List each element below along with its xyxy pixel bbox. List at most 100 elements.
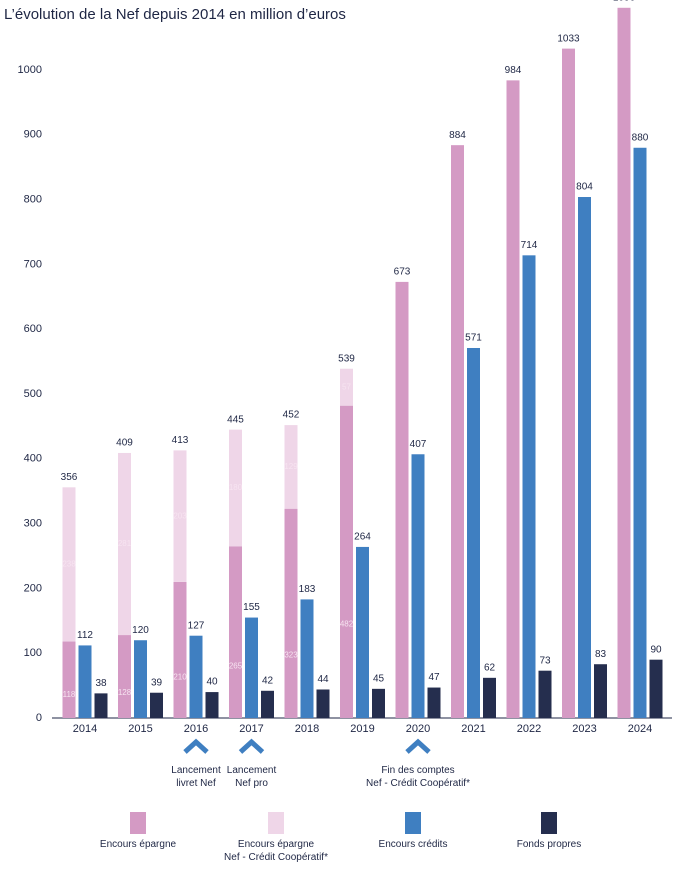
annotation: Fin des comptes Nef - Crédit Coopératif* <box>366 765 470 789</box>
chart-title: L’évolution de la Nef depuis 2014 en mil… <box>4 6 346 23</box>
bar <box>467 347 480 718</box>
value-label: 804 <box>576 182 593 193</box>
value-label: 1096 <box>613 0 636 3</box>
segment-label: 210 <box>173 672 187 681</box>
legend-swatch <box>268 812 284 834</box>
bar <box>451 145 464 719</box>
value-label: 155 <box>243 602 260 613</box>
bar <box>411 454 425 718</box>
bar <box>118 452 131 636</box>
x-tick-label: 2024 <box>628 723 652 735</box>
bar <box>118 635 131 718</box>
segment-label: 238 <box>62 560 76 569</box>
x-tick-label: 2016 <box>184 723 208 735</box>
segment-label: 180 <box>229 483 243 492</box>
x-tick-label: 2020 <box>406 723 430 735</box>
bar <box>356 546 369 718</box>
value-label: 38 <box>95 678 107 689</box>
x-tick-label: 2017 <box>239 723 263 735</box>
legend-label: Encours épargne <box>99 839 177 850</box>
legend-label: Encours épargne Nef - Crédit Coopératif* <box>224 839 328 863</box>
bar <box>245 617 258 718</box>
x-tick-label: 2021 <box>461 723 485 735</box>
segment-label: 323 <box>284 650 298 659</box>
bar <box>150 692 163 718</box>
y-tick-label: 1000 <box>18 64 42 76</box>
value-label: 127 <box>188 620 205 631</box>
bar <box>522 255 536 718</box>
bar <box>78 645 92 718</box>
value-label: 880 <box>632 132 649 143</box>
bar <box>229 429 242 547</box>
bar <box>189 635 203 718</box>
total-label: 356 <box>61 472 78 483</box>
total-label: 452 <box>283 410 300 421</box>
annotation: Lancement Nef pro <box>226 765 277 789</box>
bar <box>538 670 552 718</box>
value-label: 884 <box>449 130 466 141</box>
bar <box>617 7 631 719</box>
chevron-icon <box>183 738 209 754</box>
bar <box>62 641 76 718</box>
bar <box>427 687 441 718</box>
y-tick-label: 300 <box>24 518 42 530</box>
legend-swatch <box>130 812 146 834</box>
y-tick-label: 700 <box>24 258 42 270</box>
value-label: 45 <box>373 673 385 684</box>
x-tick-label: 2019 <box>350 723 374 735</box>
value-label: 714 <box>521 240 538 251</box>
y-tick-label: 500 <box>24 388 42 400</box>
value-label: 264 <box>354 532 371 543</box>
legend-label: Fonds propres <box>516 839 582 850</box>
legend-label: Encours crédits <box>378 839 448 850</box>
value-label: 120 <box>132 625 149 636</box>
value-label: 62 <box>484 662 496 673</box>
y-tick-label: 0 <box>36 712 42 724</box>
bar <box>340 405 353 718</box>
bar <box>94 693 108 718</box>
segment-label: 57 <box>342 382 351 391</box>
y-tick-label: 800 <box>24 194 42 206</box>
x-tick-label: 2022 <box>517 723 541 735</box>
total-label: 539 <box>338 353 355 364</box>
bar <box>506 80 520 719</box>
value-label: 1033 <box>557 33 580 44</box>
value-label: 47 <box>428 672 440 683</box>
value-label: 90 <box>650 644 662 655</box>
legend-swatch <box>405 812 421 834</box>
segment-label: 265 <box>229 662 243 671</box>
bar <box>633 147 647 718</box>
y-tick-label: 600 <box>24 323 42 335</box>
segment-label: 129 <box>284 462 298 471</box>
bar <box>134 640 147 718</box>
segment-label: 118 <box>63 690 76 699</box>
segment-label: 203 <box>173 511 187 520</box>
value-label: 83 <box>595 649 607 660</box>
annotation: Lancement livret Nef <box>171 765 221 789</box>
total-label: 413 <box>172 435 189 446</box>
bar <box>205 692 219 718</box>
chevron-icon <box>405 738 431 754</box>
y-tick-label: 400 <box>24 453 42 465</box>
bar <box>300 599 314 718</box>
value-label: 673 <box>394 267 411 278</box>
bar <box>62 487 76 642</box>
x-tick-label: 2023 <box>572 723 596 735</box>
bar <box>229 546 242 718</box>
total-label: 445 <box>227 414 244 425</box>
bar <box>284 508 298 718</box>
value-label: 984 <box>505 65 522 76</box>
legend-swatch <box>541 812 557 834</box>
bar <box>173 581 187 718</box>
y-tick-label: 100 <box>24 647 42 659</box>
x-tick-label: 2015 <box>128 723 152 735</box>
bar <box>372 688 385 718</box>
y-tick-label: 900 <box>24 129 42 141</box>
value-label: 183 <box>299 584 316 595</box>
bar <box>261 690 274 718</box>
segment-label: 128 <box>118 688 132 697</box>
value-label: 407 <box>410 439 427 450</box>
bar <box>340 368 353 406</box>
